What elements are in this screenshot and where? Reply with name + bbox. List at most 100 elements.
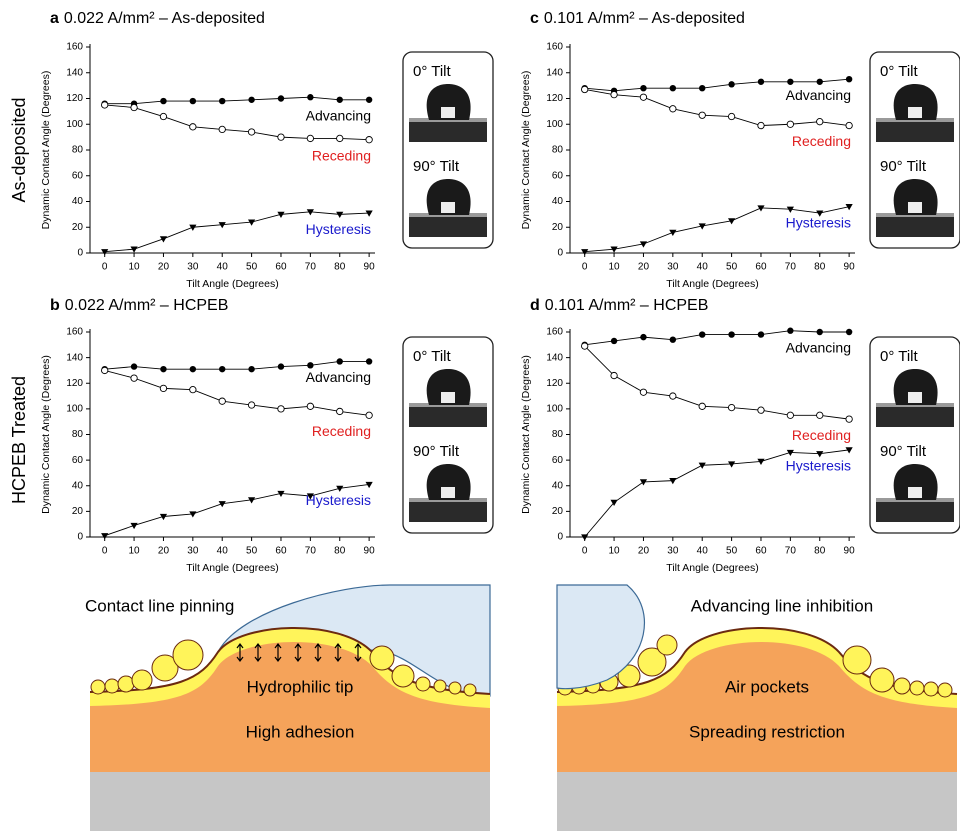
x-tick-label: 70 [305,546,317,557]
x-tick-label: 80 [334,262,346,273]
air-pocket [91,680,105,694]
x-tick-label: 40 [217,262,229,273]
substrate [409,215,487,237]
y-tick-label: 120 [66,378,83,389]
marker [337,358,343,364]
marker [699,463,706,469]
marker [337,408,343,414]
series-label: Advancing [786,87,851,103]
air-pocket [392,665,414,687]
x-axis-label: Tilt Angle (Degrees) [666,278,758,290]
y-tick-label: 160 [66,327,83,338]
x-tick-label: 0 [102,546,108,557]
x-tick-label: 40 [697,546,709,557]
x-tick-label: 80 [814,262,826,273]
inset-label: 0° Tilt [880,348,919,365]
air-pocket [132,670,152,690]
marker [846,122,852,128]
x-tick-label: 60 [275,546,287,557]
title-text: 0.022 A/mm² – As-deposited [64,10,265,27]
y-tick-label: 100 [66,119,83,130]
marker [131,375,137,381]
chart-title: d0.101 A/mm² – HCPEB [530,297,708,314]
inset-label: 90° Tilt [880,158,927,175]
droplet-highlight [908,487,922,498]
substrate [409,405,487,427]
marker [758,331,764,337]
droplet-highlight [441,392,455,403]
air-pocket [894,678,910,694]
y-tick-label: 80 [72,145,84,156]
marker [728,404,734,410]
air-pocket [105,679,119,693]
x-tick-label: 50 [726,262,738,273]
marker [366,137,372,143]
marker [817,79,823,85]
air-pocket [464,684,476,696]
series-label: Receding [792,427,851,443]
y-tick-label: 80 [552,145,564,156]
marker [131,104,137,110]
air-pocket [924,682,938,696]
marker [160,366,166,372]
marker [611,338,617,344]
series-label: Advancing [786,340,851,356]
air-pocket [173,640,203,670]
y-tick-label: 120 [546,93,563,104]
marker [248,129,254,135]
marker [337,135,343,141]
marker [699,112,705,118]
marker [611,372,617,378]
inset-label: 90° Tilt [880,443,927,460]
marker [190,98,196,104]
marker [640,94,646,100]
marker [278,363,284,369]
x-tick-label: 10 [609,262,621,273]
marker [728,113,734,119]
air-pocket [870,668,894,692]
marker [611,91,617,97]
inset-label: 0° Tilt [413,63,452,80]
air-pocket [118,676,134,692]
y-tick-label: 40 [72,480,84,491]
y-axis-label: Dynamic Contact Angle (Degrees) [520,71,532,230]
x-tick-label: 20 [158,546,170,557]
x-tick-label: 20 [158,262,170,273]
marker [640,479,647,485]
series-label: Receding [792,133,851,149]
marker [190,124,196,130]
marker [248,366,254,372]
air-pocket [434,680,446,692]
schematic-label: Hydrophilic tip [247,677,354,696]
air-pocket [416,677,430,691]
air-pocket [843,646,871,674]
base-top [557,712,957,772]
series-label: Hysteresis [786,458,851,474]
marker [787,412,793,418]
substrate [876,120,954,142]
x-tick-label: 50 [246,546,258,557]
schematic-label: Air pockets [725,677,809,696]
title-text: 0.101 A/mm² – As-deposited [544,10,745,27]
droplet-highlight [908,202,922,213]
y-tick-label: 0 [557,532,563,543]
marker [101,102,107,108]
y-tick-label: 0 [77,248,83,259]
marker [758,79,764,85]
marker [670,393,676,399]
substrate [409,120,487,142]
y-tick-label: 60 [72,455,84,466]
marker [189,225,196,231]
series-label: Advancing [306,107,371,123]
x-tick-label: 70 [305,262,317,273]
row-label: HCPEB Treated [9,376,29,504]
x-axis-label: Tilt Angle (Degrees) [186,562,278,574]
droplet-highlight [441,487,455,498]
x-tick-label: 80 [334,546,346,557]
inset-label: 90° Tilt [413,158,460,175]
marker [699,331,705,337]
marker [846,76,852,82]
